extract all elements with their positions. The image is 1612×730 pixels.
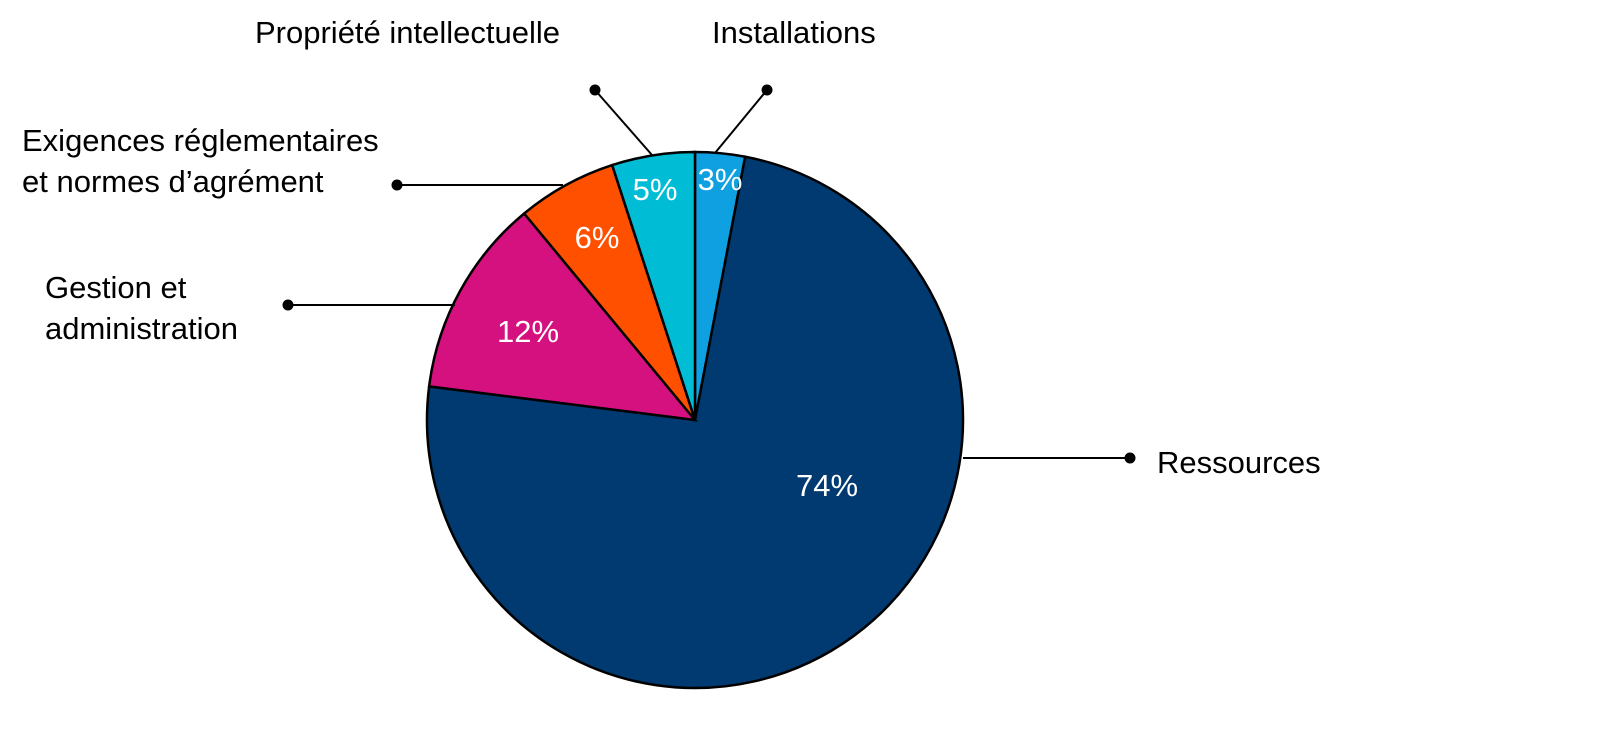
leader-dot (282, 299, 294, 311)
leader-dot (1124, 452, 1136, 464)
leader-dot (391, 179, 403, 191)
category-label: Gestion et administration (45, 270, 238, 346)
value-label: 74% (796, 468, 858, 503)
leader-dot (761, 84, 773, 96)
pie-slice (610, 150, 697, 421)
value-label: 5% (633, 172, 678, 207)
value-label: 6% (575, 220, 620, 255)
leader-dot (589, 84, 601, 96)
leader-line (714, 89, 768, 154)
category-label: Installations (712, 15, 876, 50)
leader-line (594, 89, 653, 156)
pie-slice (425, 155, 965, 690)
value-label: 3% (698, 162, 743, 197)
category-label: Propriété intellectuelle (255, 15, 561, 50)
pie-slice (427, 211, 698, 422)
value-label: 12% (497, 314, 559, 349)
category-label: Ressources (1157, 445, 1321, 480)
category-label: Exigences réglementaires et normes d’agr… (22, 123, 379, 199)
